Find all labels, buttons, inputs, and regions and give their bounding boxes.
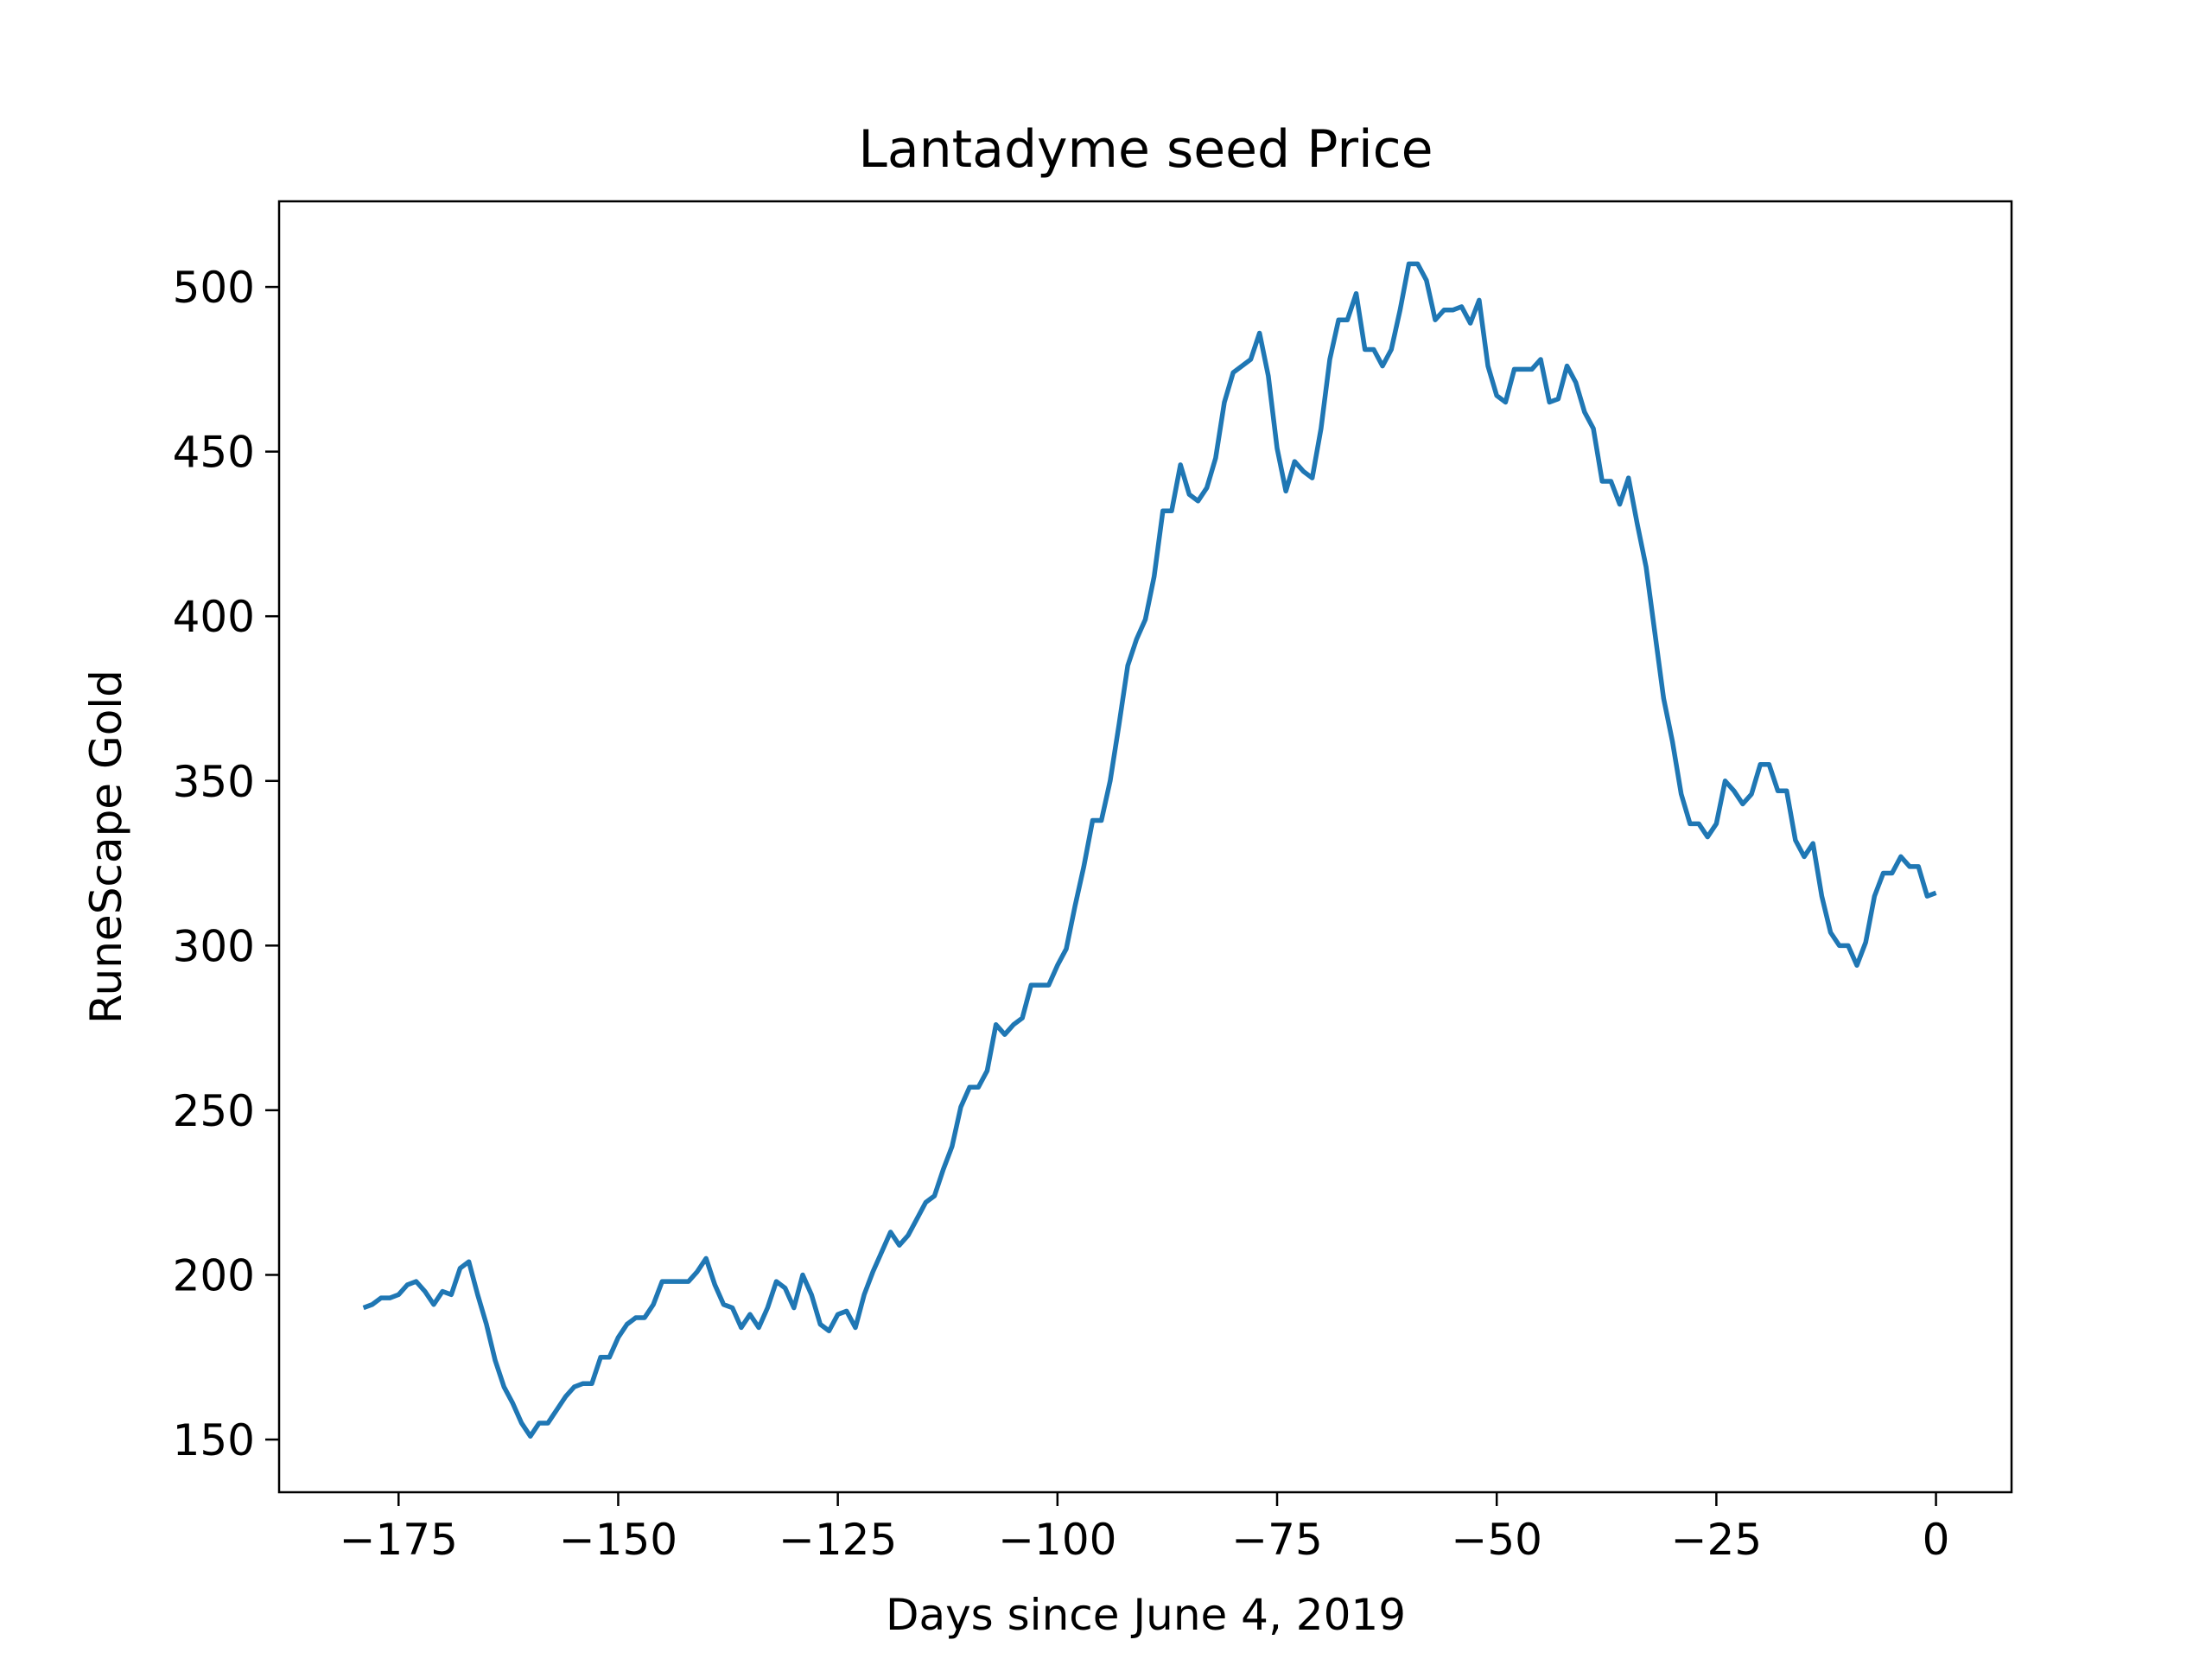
series-line-0	[362, 261, 1937, 1439]
x-tick-label: 0	[1923, 1515, 1950, 1565]
y-tick-label: 500	[173, 263, 255, 313]
x-tick-label: −100	[998, 1515, 1116, 1565]
chart-title: Lantadyme seed Price	[858, 119, 1433, 180]
y-tick-label: 200	[173, 1250, 255, 1300]
x-axis-label: Days since June 4, 2019	[886, 1590, 1406, 1640]
series-layer	[362, 261, 1937, 1439]
y-tick-label: 400	[173, 592, 255, 642]
y-tick-label: 250	[173, 1086, 255, 1136]
x-tick-label: −50	[1451, 1515, 1542, 1565]
x-axis: −175 −150 −125 −100 −75 −50 −25 0	[340, 1492, 1950, 1565]
y-tick-label: 150	[173, 1415, 255, 1465]
y-tick-label: 450	[173, 428, 255, 478]
plot-area	[277, 200, 2013, 1494]
y-tick-label: 350	[173, 757, 255, 807]
x-tick-label: −125	[779, 1515, 897, 1565]
x-tick-label: −175	[340, 1515, 458, 1565]
x-tick-label: −75	[1231, 1515, 1323, 1565]
x-tick-label: −25	[1671, 1515, 1763, 1565]
y-axis-label: RuneScape Gold	[81, 670, 131, 1024]
x-tick-label: −150	[559, 1515, 677, 1565]
y-axis: 150 200 250 300 350 400 450 500	[173, 263, 279, 1465]
y-tick-label: 300	[173, 921, 255, 971]
